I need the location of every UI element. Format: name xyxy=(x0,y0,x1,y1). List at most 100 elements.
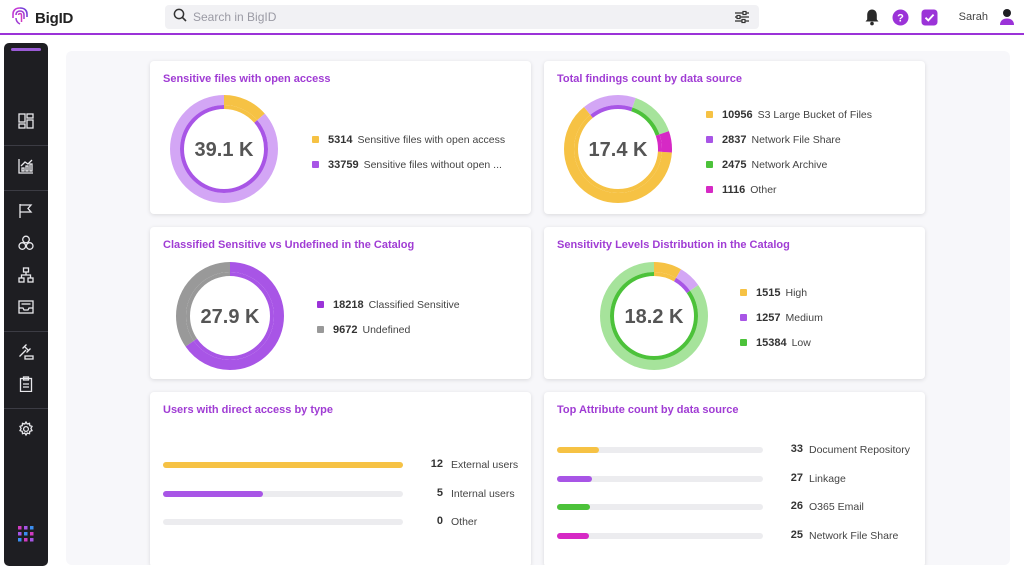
card-sensitivity-levels[interactable]: Sensitivity Levels Distribution in the C… xyxy=(544,227,925,379)
clipboard-icon xyxy=(18,375,34,397)
donut-center-value: 39.1 K xyxy=(195,139,254,161)
bell-icon[interactable] xyxy=(861,6,883,28)
user-avatar-icon[interactable] xyxy=(996,6,1018,28)
bar-row[interactable]: 27 Linkage xyxy=(557,472,917,486)
donut-segment[interactable] xyxy=(180,105,268,193)
card-title: Classified Sensitive vs Undefined in the… xyxy=(163,239,415,251)
legend-item[interactable]: 33759 Sensitive files without open ... xyxy=(312,152,505,177)
bar-track xyxy=(557,447,763,453)
sidebar-divider xyxy=(4,145,48,146)
legend-label: Medium xyxy=(785,311,823,324)
legend: 18218 Classified Sensitive 9672 Undefined xyxy=(317,292,460,342)
sidebar-handle[interactable] xyxy=(11,48,41,51)
legend: 1515 High 1257 Medium 15384 Low xyxy=(740,280,823,355)
legend-item[interactable]: 15384 Low xyxy=(740,330,823,355)
card-classified[interactable]: Classified Sensitive vs Undefined in the… xyxy=(150,227,531,379)
legend-item[interactable]: 1515 High xyxy=(740,280,823,305)
donut-segment[interactable] xyxy=(610,272,698,360)
filter-icon[interactable] xyxy=(733,8,751,26)
bar-row[interactable]: 25 Network File Share xyxy=(557,529,917,543)
search-input[interactable] xyxy=(193,10,733,24)
sidebar-item-flags[interactable] xyxy=(4,198,48,228)
donut-center-value: 27.9 K xyxy=(201,306,260,328)
circles-icon xyxy=(18,235,34,256)
bar-row[interactable]: 0 Other xyxy=(163,515,523,529)
bar-label: Internal users xyxy=(451,488,515,500)
donut-chart-open-access: 39.1 K xyxy=(170,95,278,203)
legend-item[interactable]: 1257 Medium xyxy=(740,305,823,330)
bar-fill xyxy=(163,462,403,468)
donut-segment[interactable] xyxy=(170,95,278,203)
sidebar-item-apps[interactable] xyxy=(4,521,48,551)
bar-label: O365 Email xyxy=(809,501,864,513)
sidebar-item-dashboard[interactable] xyxy=(4,108,48,138)
tasks-check-icon[interactable] xyxy=(919,6,941,28)
legend-value: 5314 xyxy=(328,133,353,146)
legend-item[interactable]: 1116 Other xyxy=(706,177,872,202)
donut-segment[interactable] xyxy=(574,105,662,193)
sidebar-item-hierarchy[interactable] xyxy=(4,262,48,292)
legend-item[interactable]: 5314 Sensitive files with open access xyxy=(312,127,505,152)
donut-segment[interactable] xyxy=(564,95,672,203)
legend-item[interactable]: 2837 Network File Share xyxy=(706,127,872,152)
bar-value: 33 xyxy=(790,443,803,455)
legend-swatch xyxy=(706,186,713,193)
legend-item[interactable]: 9672 Undefined xyxy=(317,317,460,342)
sidebar-item-inventory[interactable] xyxy=(4,294,48,324)
sidebar-divider xyxy=(4,331,48,332)
gear-icon xyxy=(18,420,34,442)
legend-swatch xyxy=(740,314,747,321)
sidebar-divider xyxy=(4,408,48,409)
legend-label: High xyxy=(785,286,808,299)
fingerprint-icon xyxy=(10,6,30,31)
bar-value: 12 xyxy=(430,458,443,470)
bar-row[interactable]: 12 External users xyxy=(163,458,523,472)
bar-fill xyxy=(557,447,599,453)
svg-text:?: ? xyxy=(897,12,904,24)
bar-value: 27 xyxy=(790,472,803,484)
sidebar-item-reports[interactable] xyxy=(4,371,48,401)
bar-row[interactable]: 33 Document Repository xyxy=(557,443,917,457)
legend-label: Undefined xyxy=(362,323,411,336)
legend-item[interactable]: 2475 Network Archive xyxy=(706,152,872,177)
donut-segment[interactable] xyxy=(600,262,708,370)
donut-segment[interactable] xyxy=(186,272,274,360)
app-name: BigID xyxy=(35,10,74,27)
legend-item[interactable]: 18218 Classified Sensitive xyxy=(317,292,460,317)
sidebar-item-settings[interactable] xyxy=(4,416,48,446)
legend-swatch xyxy=(312,136,319,143)
bar-row[interactable]: 26 O365 Email xyxy=(557,500,917,514)
donut-segment[interactable] xyxy=(574,105,662,193)
app-logo[interactable]: BigID xyxy=(10,6,73,31)
donut-center-value: 18.2 K xyxy=(625,306,684,328)
hierarchy-icon xyxy=(18,266,34,288)
donut-segment[interactable] xyxy=(574,105,662,193)
legend-label: Network Archive xyxy=(751,158,828,171)
donut-segment[interactable] xyxy=(564,95,672,203)
bar-fill xyxy=(163,491,263,497)
bar-label: External users xyxy=(451,459,519,471)
legend-swatch xyxy=(706,161,713,168)
legend-item[interactable]: 10956 S3 Large Bucket of Files xyxy=(706,102,872,127)
bar-track xyxy=(557,504,763,510)
donut-segment[interactable] xyxy=(176,262,284,370)
legend-swatch xyxy=(317,301,324,308)
legend-swatch xyxy=(706,136,713,143)
sidebar-item-catalog[interactable] xyxy=(4,230,48,260)
legend-label: Network File Share xyxy=(751,133,841,146)
bar-row[interactable]: 5 Internal users xyxy=(163,487,523,501)
inbox-icon xyxy=(18,299,34,320)
user-name[interactable]: Sarah xyxy=(958,11,988,23)
donut-segment[interactable] xyxy=(564,95,672,203)
card-users-access[interactable]: Users with direct access by type 12 Exte… xyxy=(150,392,531,565)
legend-label: Low xyxy=(791,336,811,349)
bar-fill xyxy=(557,476,592,482)
bar-label: Network File Share xyxy=(809,530,899,542)
card-findings[interactable]: Total findings count by data source 17.4… xyxy=(544,61,925,214)
card-title: Total findings count by data source xyxy=(557,73,742,85)
card-top-attributes[interactable]: Top Attribute count by data source 33 Do… xyxy=(544,392,925,565)
sidebar-item-analytics[interactable] xyxy=(4,153,48,183)
sidebar-item-policies[interactable] xyxy=(4,339,48,369)
help-icon[interactable]: ? xyxy=(890,6,912,28)
card-open-access[interactable]: Sensitive files with open access 39.1 K … xyxy=(150,61,531,214)
